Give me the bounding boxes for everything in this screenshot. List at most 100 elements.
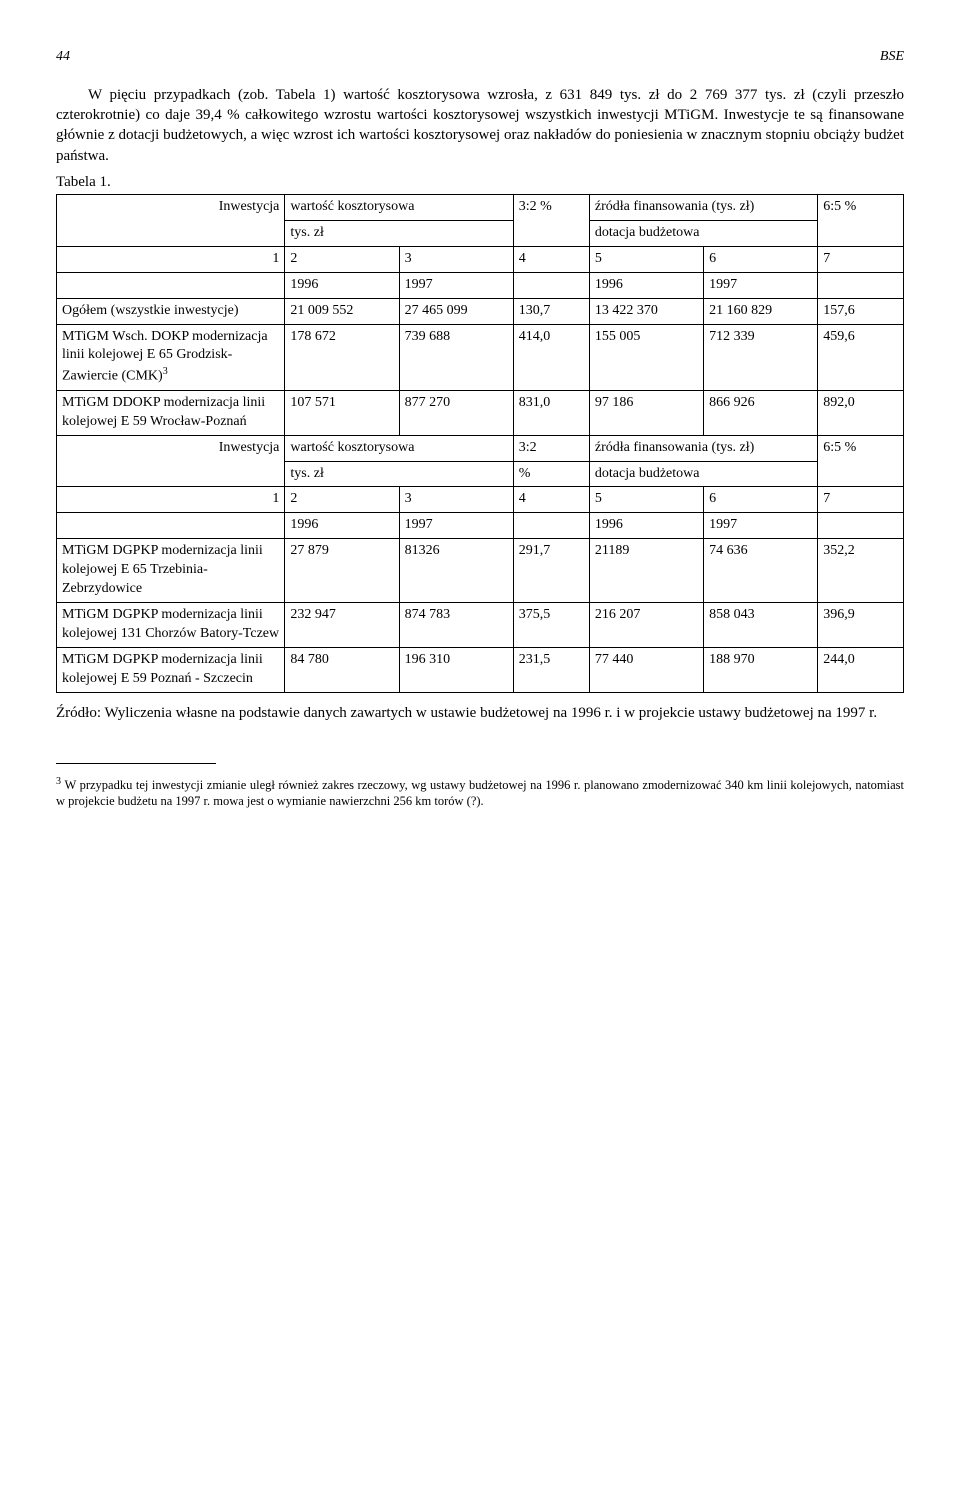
- value-cell: 244,0: [818, 647, 904, 692]
- column-number-cell: 2: [285, 487, 399, 513]
- empty-cell: [57, 272, 285, 298]
- column-numbers-row: 1234567: [57, 487, 904, 513]
- row-label: Ogółem (wszystkie inwestycje): [57, 298, 285, 324]
- column-number-cell: 7: [818, 487, 904, 513]
- value-cell: 97 186: [589, 390, 703, 435]
- row-label: MTiGM DGPKP modernizacja linii kolejowej…: [57, 539, 285, 603]
- hdr-cost-value: wartość kosztorysowa: [285, 435, 513, 461]
- value-cell: 874 783: [399, 602, 513, 647]
- value-cell: 107 571: [285, 390, 399, 435]
- hdr-cost-value: wartość kosztorysowa: [285, 195, 513, 221]
- column-number-cell: 3: [399, 246, 513, 272]
- footnote-text: W przypadku tej inwestycji zmianie uległ…: [56, 778, 904, 808]
- intro-paragraph: W pięciu przypadkach (zob. Tabela 1) war…: [56, 85, 904, 166]
- year-cell: 1997: [399, 513, 513, 539]
- value-cell: 13 422 370: [589, 298, 703, 324]
- table-header-row: Inwestycja wartość kosztorysowa 3:2 źród…: [57, 435, 904, 461]
- table-label: Tabela 1.: [56, 172, 904, 192]
- value-cell: 866 926: [704, 390, 818, 435]
- value-cell: 712 339: [704, 324, 818, 390]
- value-cell: 291,7: [513, 539, 589, 603]
- column-number-cell: 1: [57, 246, 285, 272]
- column-number-cell: 5: [589, 487, 703, 513]
- hdr-dotacja: dotacja budżetowa: [589, 221, 817, 247]
- column-numbers-row: 1234567: [57, 246, 904, 272]
- year-cell: 1997: [399, 272, 513, 298]
- value-cell: 858 043: [704, 602, 818, 647]
- value-cell: 21 160 829: [704, 298, 818, 324]
- value-cell: 27 879: [285, 539, 399, 603]
- value-cell: 414,0: [513, 324, 589, 390]
- column-number-cell: 6: [704, 246, 818, 272]
- value-cell: 77 440: [589, 647, 703, 692]
- table-header-row: Inwestycja wartość kosztorysowa 3:2 % źr…: [57, 195, 904, 221]
- table-row: MTiGM DGPKP modernizacja linii kolejowej…: [57, 647, 904, 692]
- value-cell: 831,0: [513, 390, 589, 435]
- value-cell: 216 207: [589, 602, 703, 647]
- value-cell: 188 970: [704, 647, 818, 692]
- footnote: 3 W przypadku tej inwestycji zmianie ule…: [56, 776, 904, 809]
- page-number: 44: [56, 48, 70, 67]
- value-cell: 459,6: [818, 324, 904, 390]
- row-label: MTiGM Wsch. DOKP modernizacja linii kole…: [57, 324, 285, 390]
- footnote-separator: [56, 763, 216, 764]
- table-row: MTiGM DDOKP modernizacja linii kolejowej…: [57, 390, 904, 435]
- value-cell: 396,9: [818, 602, 904, 647]
- hdr-investment: Inwestycja: [57, 195, 285, 247]
- hdr-ratio-32b: %: [513, 461, 589, 487]
- row-label: MTiGM DDOKP modernizacja linii kolejowej…: [57, 390, 285, 435]
- value-cell: 231,5: [513, 647, 589, 692]
- hdr-dotacja: dotacja budżetowa: [589, 461, 817, 487]
- value-cell: 196 310: [399, 647, 513, 692]
- page-header: 44 BSE: [56, 48, 904, 67]
- column-number-cell: 3: [399, 487, 513, 513]
- footnote-number: 3: [56, 776, 61, 787]
- hdr-finance-sources: źródła finansowania (tys. zł): [589, 195, 817, 221]
- row-label: MTiGM DGPKP modernizacja linii kolejowej…: [57, 602, 285, 647]
- hdr-finance-sources: źródła finansowania (tys. zł): [589, 435, 817, 461]
- hdr-ratio-65: 6:5 %: [818, 435, 904, 487]
- years-row: 1996 1997 1996 1997: [57, 272, 904, 298]
- column-number-cell: 2: [285, 246, 399, 272]
- value-cell: 877 270: [399, 390, 513, 435]
- value-cell: 375,5: [513, 602, 589, 647]
- column-number-cell: 1: [57, 487, 285, 513]
- row-label: MTiGM DGPKP modernizacja linii kolejowej…: [57, 647, 285, 692]
- hdr-investment: Inwestycja: [57, 435, 285, 487]
- table-row: Ogółem (wszystkie inwestycje)21 009 552 2…: [57, 298, 904, 324]
- value-cell: 81326: [399, 539, 513, 603]
- empty-cell: [513, 272, 589, 298]
- years-row: 1996 1997 1996 1997: [57, 513, 904, 539]
- year-cell: 1997: [704, 272, 818, 298]
- empty-cell: [818, 513, 904, 539]
- year-cell: 1997: [704, 513, 818, 539]
- table-row: MTiGM Wsch. DOKP modernizacja linii kole…: [57, 324, 904, 390]
- column-number-cell: 6: [704, 487, 818, 513]
- value-cell: 178 672: [285, 324, 399, 390]
- year-cell: 1996: [285, 272, 399, 298]
- hdr-ratio-65: 6:5 %: [818, 195, 904, 247]
- year-cell: 1996: [589, 513, 703, 539]
- value-cell: 84 780: [285, 647, 399, 692]
- value-cell: 157,6: [818, 298, 904, 324]
- value-cell: 739 688: [399, 324, 513, 390]
- value-cell: 130,7: [513, 298, 589, 324]
- column-number-cell: 4: [513, 487, 589, 513]
- empty-cell: [57, 513, 285, 539]
- hdr-tys-zl: tys. zł: [285, 221, 513, 247]
- value-cell: 21 009 552: [285, 298, 399, 324]
- hdr-tys-zl: tys. zł: [285, 461, 513, 487]
- table-row: MTiGM DGPKP modernizacja linii kolejowej…: [57, 539, 904, 603]
- empty-cell: [818, 272, 904, 298]
- value-cell: 155 005: [589, 324, 703, 390]
- column-number-cell: 4: [513, 246, 589, 272]
- column-number-cell: 5: [589, 246, 703, 272]
- value-cell: 352,2: [818, 539, 904, 603]
- column-number-cell: 7: [818, 246, 904, 272]
- footnote-ref: 3: [163, 366, 168, 377]
- hdr-ratio-32: 3:2 %: [513, 195, 589, 247]
- value-cell: 232 947: [285, 602, 399, 647]
- empty-cell: [513, 513, 589, 539]
- table-row: MTiGM DGPKP modernizacja linii kolejowej…: [57, 602, 904, 647]
- table-1: Inwestycja wartość kosztorysowa 3:2 % źr…: [56, 194, 904, 692]
